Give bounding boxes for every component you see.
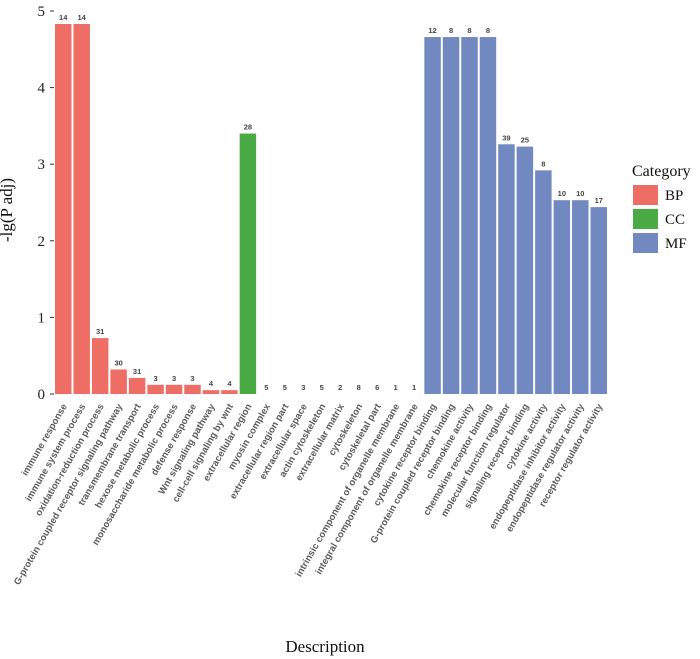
y-tick-label: 0 xyxy=(38,387,46,403)
bar-mf xyxy=(498,144,515,394)
bar-mf xyxy=(535,170,552,394)
legend-label: BP xyxy=(665,188,683,204)
bar-mf xyxy=(553,200,571,394)
bar-count-label: 14 xyxy=(59,13,68,22)
y-tick-label: 4 xyxy=(38,81,46,97)
bar-count-label: 3 xyxy=(153,374,157,383)
bar-count-label: 5 xyxy=(264,383,268,392)
bar-mf xyxy=(479,37,497,394)
legend-title: Category xyxy=(632,163,691,180)
bar-mf xyxy=(442,37,460,394)
bar-count-label: 39 xyxy=(502,133,510,142)
bar-count-label: 8 xyxy=(467,26,471,35)
bar-count-label: 1 xyxy=(412,383,416,392)
y-axis: 0 1 2 3 4 5 xyxy=(38,4,54,403)
legend-label: CC xyxy=(665,212,685,228)
bars xyxy=(55,24,607,394)
bar-count-label: 3 xyxy=(172,374,176,383)
bar-count-label: 10 xyxy=(576,189,584,198)
bar-bp xyxy=(147,384,164,394)
bar-count-label: 30 xyxy=(114,358,122,367)
legend-swatch-bp xyxy=(633,185,658,205)
legend-swatch-mf xyxy=(633,233,658,253)
y-axis-title: -lg(P adj) xyxy=(0,178,16,242)
bar-count-label: 31 xyxy=(133,367,141,376)
legend-label: MF xyxy=(665,236,687,252)
bar-mf xyxy=(572,200,589,394)
legend: Category BP CC MF xyxy=(632,163,691,253)
bar-cc xyxy=(239,133,257,394)
bar-count-label: 5 xyxy=(320,383,324,392)
y-tick-label: 2 xyxy=(38,234,46,250)
bar-count-label: 4 xyxy=(209,379,214,388)
bar-bp xyxy=(55,24,72,394)
bar-count-label: 10 xyxy=(558,189,566,198)
bar-count-label: 8 xyxy=(486,26,490,35)
bar-count-label: 8 xyxy=(541,159,545,168)
bar-count-label: 5 xyxy=(283,383,287,392)
bar-mf xyxy=(461,37,478,394)
bar-count-label: 3 xyxy=(190,374,194,383)
bar-count-label: 1 xyxy=(394,383,398,392)
bar-bp xyxy=(221,390,238,394)
bar-bp xyxy=(165,384,183,394)
bar-count-label: 8 xyxy=(449,26,453,35)
y-tick-label: 5 xyxy=(38,4,46,20)
y-tick-label: 1 xyxy=(38,310,46,326)
legend-swatch-cc xyxy=(633,209,658,229)
bar-count-label: 3 xyxy=(301,383,305,392)
bar-count-label: 25 xyxy=(521,136,529,145)
bar-count-label: 6 xyxy=(375,383,379,392)
bar-count-label: 14 xyxy=(78,13,87,22)
bar-count-label: 28 xyxy=(244,123,252,132)
bar-count-label: 2 xyxy=(338,383,342,392)
bar-count-label: 4 xyxy=(227,379,232,388)
bar-count-label: 17 xyxy=(595,196,603,205)
bar-count-label: 8 xyxy=(357,383,361,392)
bar-bp xyxy=(73,24,90,394)
bar-count-label: 31 xyxy=(96,327,104,336)
bar-bp xyxy=(202,390,220,394)
y-tick-label: 3 xyxy=(38,157,46,173)
bar-mf xyxy=(516,146,534,394)
bar-bp xyxy=(128,377,146,394)
bar-bp xyxy=(184,384,201,394)
bar-bp xyxy=(110,369,127,394)
x-axis-title: Description xyxy=(285,637,365,656)
bar-bp xyxy=(91,338,109,394)
bar-count-label: 12 xyxy=(428,26,436,35)
bar-mf xyxy=(590,207,607,394)
bar-mf xyxy=(424,37,441,394)
